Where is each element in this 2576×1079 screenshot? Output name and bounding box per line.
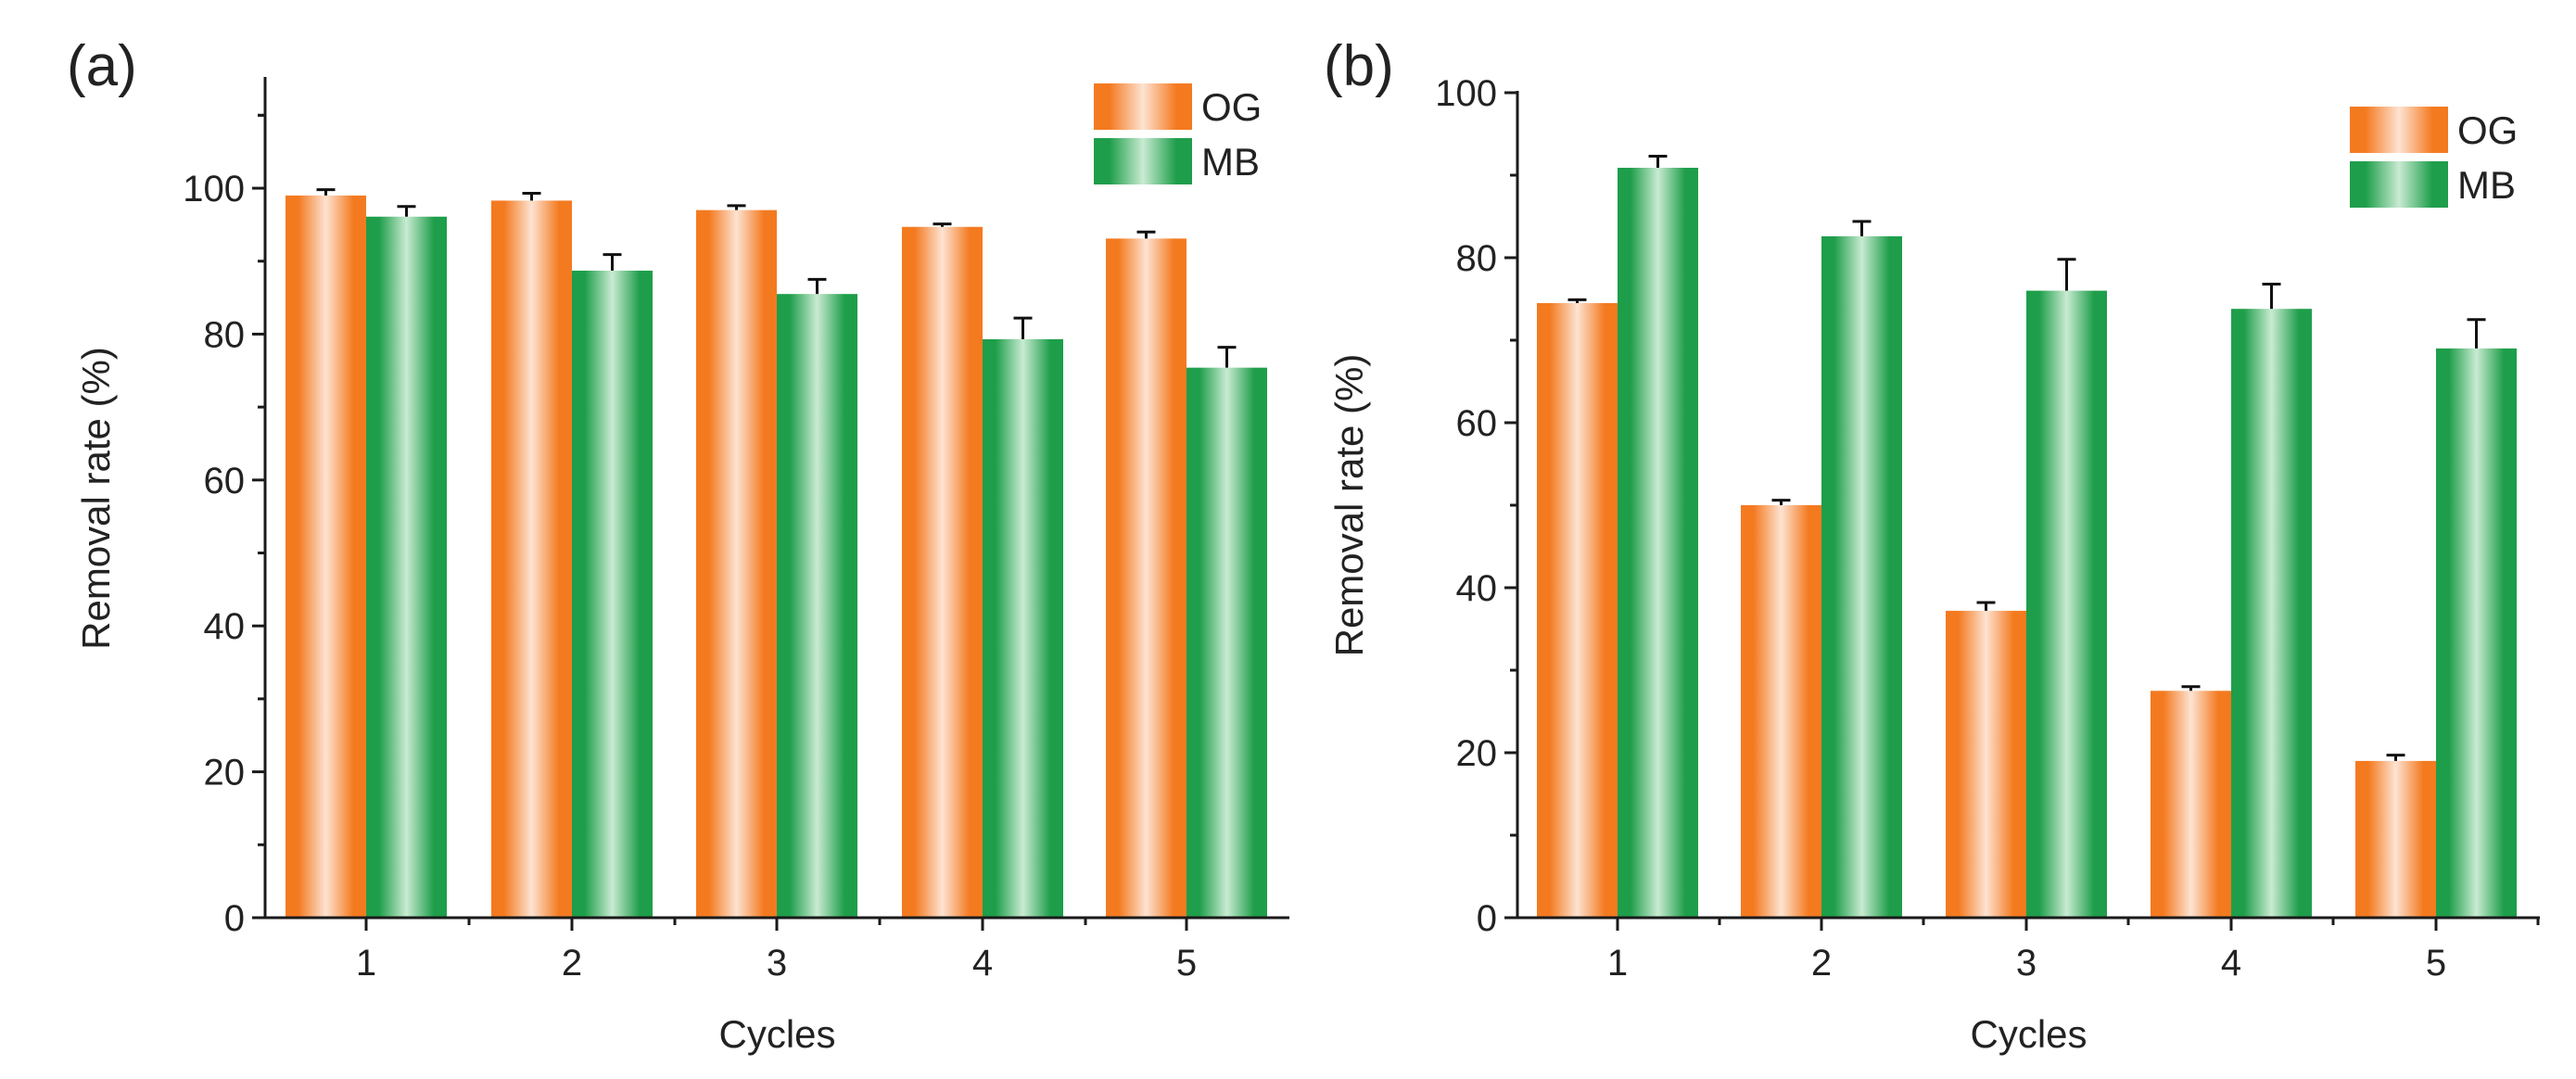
panel-label: (b): [1324, 34, 1394, 98]
bar-mb-cycle-2: [572, 270, 653, 918]
y-axis-title: Removal rate (%): [74, 347, 118, 650]
bar-mb-cycle-5: [1186, 367, 1267, 919]
y-tick-label: 80: [204, 314, 246, 355]
bar-mb-cycle-1: [366, 216, 447, 918]
legend-label-og: OG: [1201, 85, 1262, 129]
y-axis-title: Removal rate (%): [1327, 354, 1371, 657]
legend: OG MB: [2350, 107, 2518, 208]
bar-og-cycle-4: [902, 226, 983, 918]
y-tick-label: 60: [1456, 403, 1498, 444]
bar-mb-cycle-4: [983, 338, 1063, 918]
bar-mb-cycle-5: [2436, 348, 2517, 918]
bar-mb-cycle-2: [1821, 235, 1902, 919]
x-tick-label: 3: [2016, 943, 2037, 984]
y-tick-label: 40: [204, 606, 246, 647]
x-tick-label: 4: [2221, 943, 2241, 984]
x-tick-label: 5: [1176, 943, 1197, 984]
y-tick-label: 100: [1435, 73, 1497, 114]
bar-og-cycle-1: [286, 195, 366, 919]
x-tick-label: 3: [767, 943, 787, 984]
legend-swatch-og: [2350, 107, 2448, 153]
y-tick-label: 20: [204, 753, 246, 793]
bar-og-cycle-3: [1946, 610, 2026, 918]
bar-og-cycle-5: [1106, 238, 1186, 918]
y-tick-label: 60: [204, 461, 246, 501]
y-tick-label: 100: [183, 169, 245, 209]
panel-label: (a): [67, 34, 137, 98]
bar-og-cycle-5: [2355, 760, 2436, 918]
y-tick-label: 20: [1456, 733, 1498, 774]
x-tick-label: 5: [2426, 943, 2446, 984]
legend-swatch-og: [1094, 83, 1192, 130]
x-axis-title: Cycles: [718, 1012, 835, 1056]
chart-panel-a: (a) 0 20 40 60 80 100 1 2 3 4 5 Cycles Removal rate (…: [67, 34, 1289, 1056]
bar-mb-cycle-3: [777, 294, 857, 918]
legend-swatch-mb: [1094, 138, 1192, 184]
legend-swatch-mb: [2350, 161, 2448, 208]
y-tick-label: 0: [224, 898, 245, 939]
chart-panel-b: (b) 0 20 40 60 80 100 1 2 3 4 5 Cycles Removal rate (…: [1324, 34, 2540, 1056]
x-tick-label: 1: [356, 943, 376, 984]
x-tick-label: 4: [972, 943, 993, 984]
bar-mb-cycle-4: [2231, 309, 2312, 918]
legend-label-og: OG: [2457, 108, 2518, 152]
y-tick-label: 0: [1477, 898, 1497, 939]
legend-label-mb: MB: [2457, 163, 2516, 207]
bar-og-cycle-1: [1537, 302, 1618, 918]
y-tick-label: 40: [1456, 568, 1498, 609]
bar-og-cycle-4: [2151, 691, 2231, 918]
x-tick-label: 2: [562, 943, 582, 984]
bar-og-cycle-3: [696, 209, 777, 919]
x-tick-label: 1: [1607, 943, 1628, 984]
legend-label-mb: MB: [1201, 140, 1260, 184]
legend: OG MB: [1094, 83, 1262, 184]
x-tick-label: 2: [1811, 943, 1832, 984]
bar-mb-cycle-1: [1618, 167, 1698, 919]
bar-mb-cycle-3: [2026, 290, 2107, 919]
y-tick-label: 80: [1456, 238, 1498, 279]
bar-og-cycle-2: [491, 200, 572, 918]
bar-og-cycle-2: [1741, 505, 1821, 918]
x-axis-title: Cycles: [1970, 1012, 2087, 1056]
